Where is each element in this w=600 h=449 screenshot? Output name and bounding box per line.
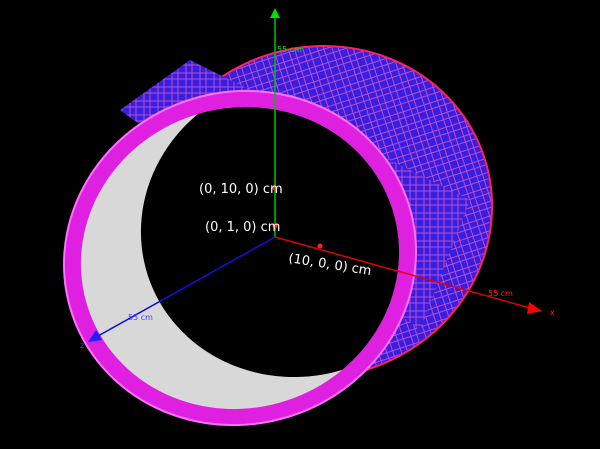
y-axis-label: 55 cm	[277, 45, 302, 54]
point-label: (0, 1, 0) cm	[205, 220, 280, 235]
point-marker	[272, 185, 278, 191]
z-axis-name: z	[80, 341, 84, 350]
x-arrow	[527, 302, 542, 314]
z-axis	[97, 236, 276, 337]
x-axis-name: x	[550, 308, 555, 317]
point-label: (0, 10, 0) cm	[199, 182, 283, 197]
point-marker	[317, 243, 323, 249]
z-arrow	[88, 330, 102, 342]
x-axis-label: 55 cm	[488, 289, 513, 298]
z-axis-label: 55 cm	[128, 313, 153, 322]
axes: 55 cm 55 cm x 55 cm z	[80, 8, 555, 350]
x-axis	[274, 236, 531, 309]
y-arrow	[270, 8, 280, 18]
point-marker	[272, 223, 278, 229]
